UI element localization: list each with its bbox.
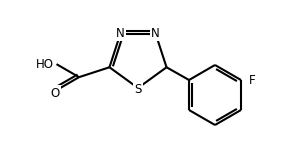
Text: N: N (151, 27, 160, 40)
Text: O: O (50, 87, 59, 100)
Text: F: F (249, 74, 255, 86)
Text: S: S (134, 83, 142, 96)
Text: N: N (116, 27, 125, 40)
Text: HO: HO (35, 58, 54, 71)
